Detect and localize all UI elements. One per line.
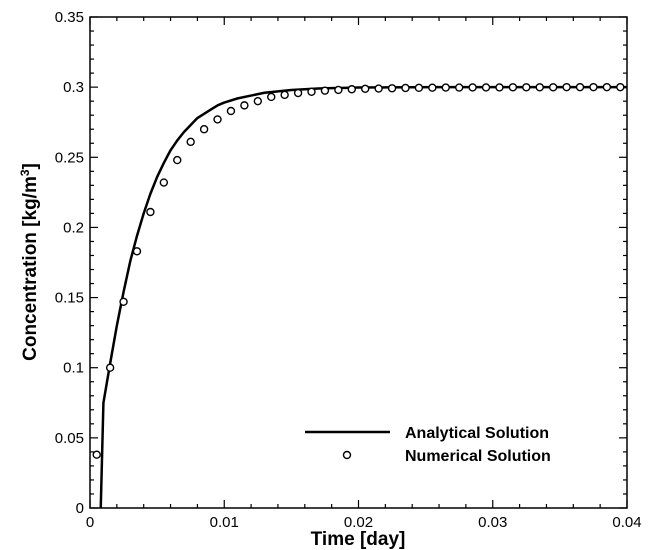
x-tick-label: 0.01 <box>210 514 239 531</box>
legend-label-numerical: Numerical Solution <box>405 448 551 465</box>
numerical-solution-point <box>92 450 101 459</box>
y-axis: 0 0.05 0.1 0.15 0.2 0.25 0.3 0.35 <box>55 9 627 517</box>
x-tick-label: 0.04 <box>612 514 641 531</box>
y-tick-label: 0.25 <box>55 149 84 166</box>
numerical-solution-point <box>454 83 464 92</box>
numerical-solution-point <box>602 82 612 92</box>
x-tick-label: 0 <box>86 514 94 531</box>
numerical-solution-point <box>320 86 330 95</box>
x-tick-label: 0.03 <box>478 514 507 531</box>
x-axis-label: Time [day] <box>311 529 406 550</box>
numerical-solution-point <box>173 155 182 165</box>
numerical-solution-point <box>253 96 263 106</box>
numerical-solution-point <box>307 87 316 96</box>
numerical-solution-point <box>387 84 397 93</box>
numerical-solution-point <box>374 84 383 93</box>
y-tick-label: 0 <box>76 500 84 517</box>
numerical-solution-point <box>481 83 491 92</box>
numerical-solution-point <box>468 83 477 92</box>
numerical-solution-point <box>159 178 169 187</box>
series-layer <box>92 82 627 509</box>
numerical-solution-point <box>119 297 128 306</box>
y-tick-label: 0.2 <box>63 219 84 236</box>
legend-marker-swatch <box>342 450 352 460</box>
y-tick-label: 0.3 <box>63 79 84 96</box>
numerical-solution-point <box>616 82 625 92</box>
numerical-solution-point <box>132 247 142 256</box>
numerical-solution-point <box>105 363 115 372</box>
numerical-solution-point <box>495 83 504 92</box>
y-tick-label: 0.1 <box>63 360 84 377</box>
numerical-solution-point <box>199 125 209 134</box>
numerical-solution-point <box>589 82 598 92</box>
numerical-solution-point <box>522 83 531 92</box>
numerical-solution-point <box>226 106 236 116</box>
numerical-solution-point <box>548 83 558 92</box>
y-tick-label: 0.35 <box>55 9 84 26</box>
x-axis: 0 0.01 0.02 0.03 0.04 <box>86 17 642 531</box>
legend-label-analytical: Analytical Solution <box>405 425 549 442</box>
numerical-solution-point <box>280 90 289 100</box>
analytical-solution-line <box>99 85 627 509</box>
numerical-solution-point <box>441 83 450 92</box>
numerical-solution-point <box>575 82 585 92</box>
numerical-solution-point <box>213 115 222 124</box>
numerical-solution-point <box>508 83 518 92</box>
y-axis-label: Concentration [kg/m3] <box>18 163 41 361</box>
x-tick-label: 0.02 <box>344 514 373 531</box>
numerical-solution-point <box>361 84 370 94</box>
numerical-solution-point <box>186 137 195 147</box>
numerical-solution-point <box>428 83 437 92</box>
numerical-solution-point <box>334 85 343 95</box>
numerical-solution-point <box>347 85 356 94</box>
numerical-solution-point <box>401 83 410 93</box>
numerical-solution-point <box>562 82 571 92</box>
numerical-solution-point <box>414 83 424 93</box>
y-tick-label: 0.15 <box>55 290 84 307</box>
y-axis-label-main: Concentration [kg/m <box>20 176 41 361</box>
y-axis-label-close: ] <box>20 163 41 169</box>
y-tick-label: 0.05 <box>55 430 84 447</box>
numerical-solution-point <box>146 207 155 217</box>
numerical-solution-point <box>293 88 303 98</box>
numerical-solution-point <box>267 92 276 102</box>
y-axis-label-superscript: 3 <box>18 169 32 176</box>
numerical-solution-point <box>240 101 249 110</box>
legend: Analytical Solution Numerical Solution <box>305 425 551 465</box>
numerical-solution-point <box>535 83 544 92</box>
